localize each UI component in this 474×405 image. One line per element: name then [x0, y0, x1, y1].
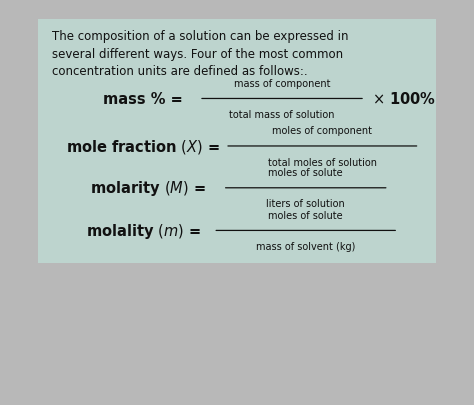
Text: mass % =: mass % =	[103, 92, 182, 107]
Text: The composition of a solution can be expressed in: The composition of a solution can be exp…	[52, 30, 349, 43]
Text: total moles of solution: total moles of solution	[268, 157, 377, 167]
Text: mass of solvent (kg): mass of solvent (kg)	[256, 241, 356, 252]
FancyBboxPatch shape	[38, 20, 436, 263]
Text: mass of component: mass of component	[234, 79, 330, 89]
Text: total mass of solution: total mass of solution	[229, 110, 335, 120]
Text: mole fraction $(X)$ =: mole fraction $(X)$ =	[66, 138, 220, 156]
Text: liters of solution: liters of solution	[266, 199, 345, 209]
Text: concentration units are defined as follows:.: concentration units are defined as follo…	[52, 64, 308, 77]
Text: several different ways. Four of the most common: several different ways. Four of the most…	[52, 47, 343, 60]
Text: $\times$ 100%: $\times$ 100%	[372, 91, 436, 107]
Text: moles of component: moles of component	[273, 126, 372, 136]
Text: moles of solute: moles of solute	[268, 168, 343, 178]
Text: moles of solute: moles of solute	[268, 210, 343, 220]
Text: molality $(m)$ =: molality $(m)$ =	[86, 222, 201, 240]
Text: molarity $(M)$ =: molarity $(M)$ =	[91, 179, 206, 198]
